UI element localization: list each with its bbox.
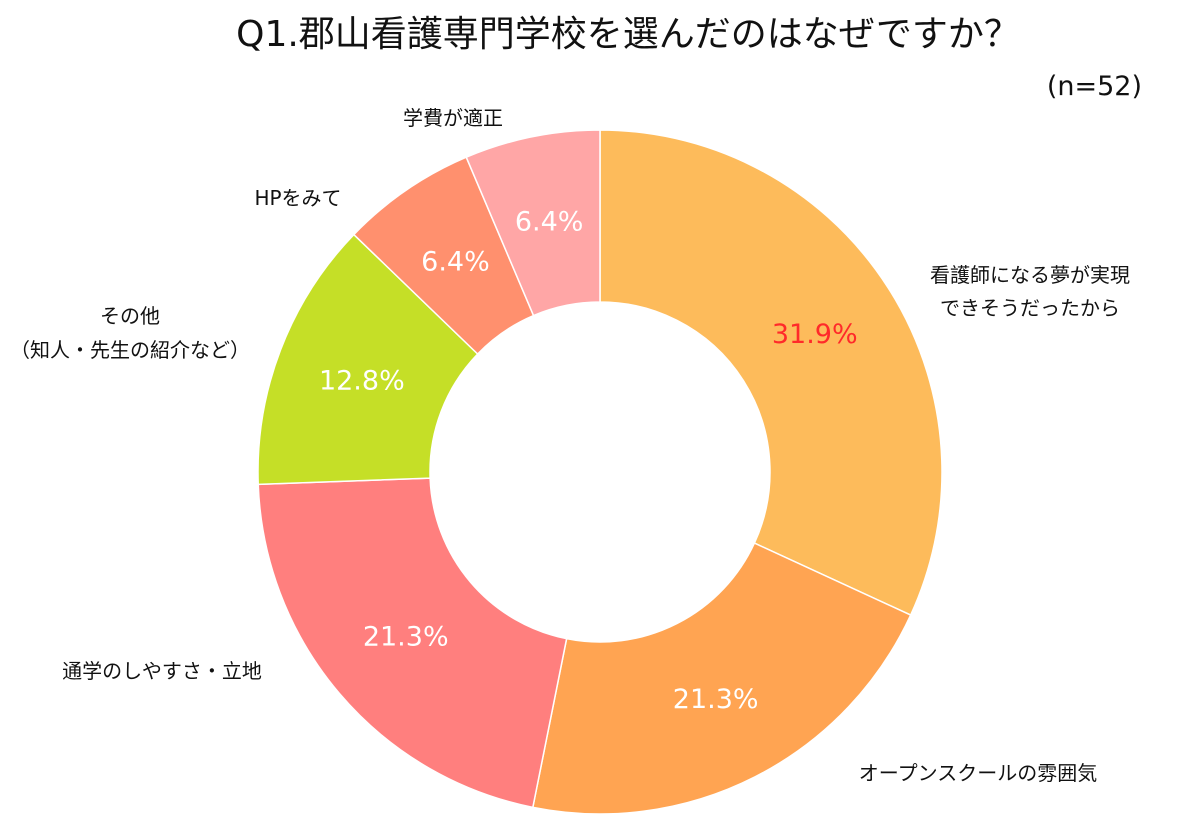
value-label-group: 31.9% 21.3% 21.3% 12.8% 6.4% 6.4% [319, 207, 858, 715]
slice-category-label-line: HPをみて [254, 186, 341, 210]
slice-value-label-1: 31.9% [772, 319, 858, 350]
slice-category-label-line: （知人・先生の紹介など） [10, 338, 250, 362]
slice-value-label-6: 6.4% [515, 207, 584, 238]
donut-slice-1 [599, 129, 943, 617]
slice-category-label-4: その他 （知人・先生の紹介など） [10, 304, 250, 362]
slice-category-label-line: できそうだったから [940, 296, 1120, 320]
slice-category-label-6: 学費が適正 [403, 106, 503, 130]
slice-value-label-4: 12.8% [319, 365, 405, 396]
slice-group [257, 129, 943, 815]
donut-slice-3 [257, 477, 568, 809]
slice-category-label-line: オープンスクールの雰囲気 [859, 761, 1097, 785]
donut-slice-4 [257, 233, 479, 486]
slice-category-label-5: HPをみて [254, 186, 341, 210]
slice-category-label-line: 看護師になる夢が実現 [930, 263, 1130, 287]
slice-category-label-2: オープンスクールの雰囲気 [859, 761, 1097, 785]
slice-category-label-line: 通学のしやすさ・立地 [62, 659, 262, 683]
donut-slice-6 [465, 129, 601, 317]
slice-category-label-line: その他 [100, 304, 160, 328]
slice-value-label-5: 6.4% [421, 246, 490, 277]
slice-category-label-1: 看護師になる夢が実現できそうだったから [930, 263, 1130, 320]
sample-size: (n=52) [1047, 71, 1142, 102]
slice-category-label-3: 通学のしやすさ・立地 [62, 659, 262, 683]
slice-value-label-2: 21.3% [673, 684, 759, 715]
donut-slice-2 [531, 542, 912, 815]
slice-category-label-line: 学費が適正 [403, 106, 503, 130]
chart-title: Q1.郡山看護専門学校を選んだのはなぜですか？ [236, 14, 1020, 55]
slice-value-label-3: 21.3% [363, 622, 449, 653]
